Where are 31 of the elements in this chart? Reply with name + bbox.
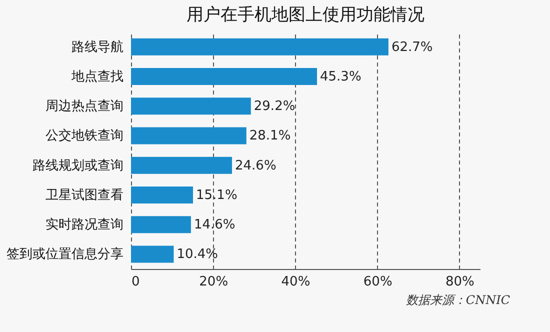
bar [131,98,251,115]
bar [131,127,246,144]
bar [131,216,191,234]
y-tick-label: 实时路况查询 [46,218,124,233]
data-label: 24.6% [235,158,276,174]
data-label: 15.1% [196,188,238,203]
y-tick-label: 签到或位置信息分享 [6,246,124,262]
x-tick-label: 20% [199,274,228,290]
y-tick-label: 卫星试图查看 [46,188,124,203]
x-tick-label: 80% [446,274,474,290]
y-tick-label: 公交地铁查询 [46,128,124,144]
bar [131,38,388,56]
bar [131,68,317,85]
data-label: 45.3% [320,69,362,84]
y-tick-label: 路线导航 [72,40,124,55]
y-tick-label: 周边热点查询 [46,99,124,114]
data-label: 10.4% [176,247,218,262]
source-note: 数据来源：CNNIC [406,293,510,307]
bar [131,156,232,174]
data-label: 62.7% [391,40,433,55]
x-tick-label: 60% [363,274,392,290]
chart-title: 用户在手机地图上使用功能情况 [186,5,424,25]
data-label: 29.2% [254,99,296,114]
data-label: 28.1% [249,128,291,144]
data-label: 14.6% [194,218,236,233]
bar [131,186,193,204]
x-tick-label: 0 [132,274,140,290]
bar [131,246,174,263]
y-tick-label: 地点查找 [70,69,124,84]
x-tick-label: 40% [281,274,310,290]
y-tick-label: 路线规划或查询 [32,158,124,174]
